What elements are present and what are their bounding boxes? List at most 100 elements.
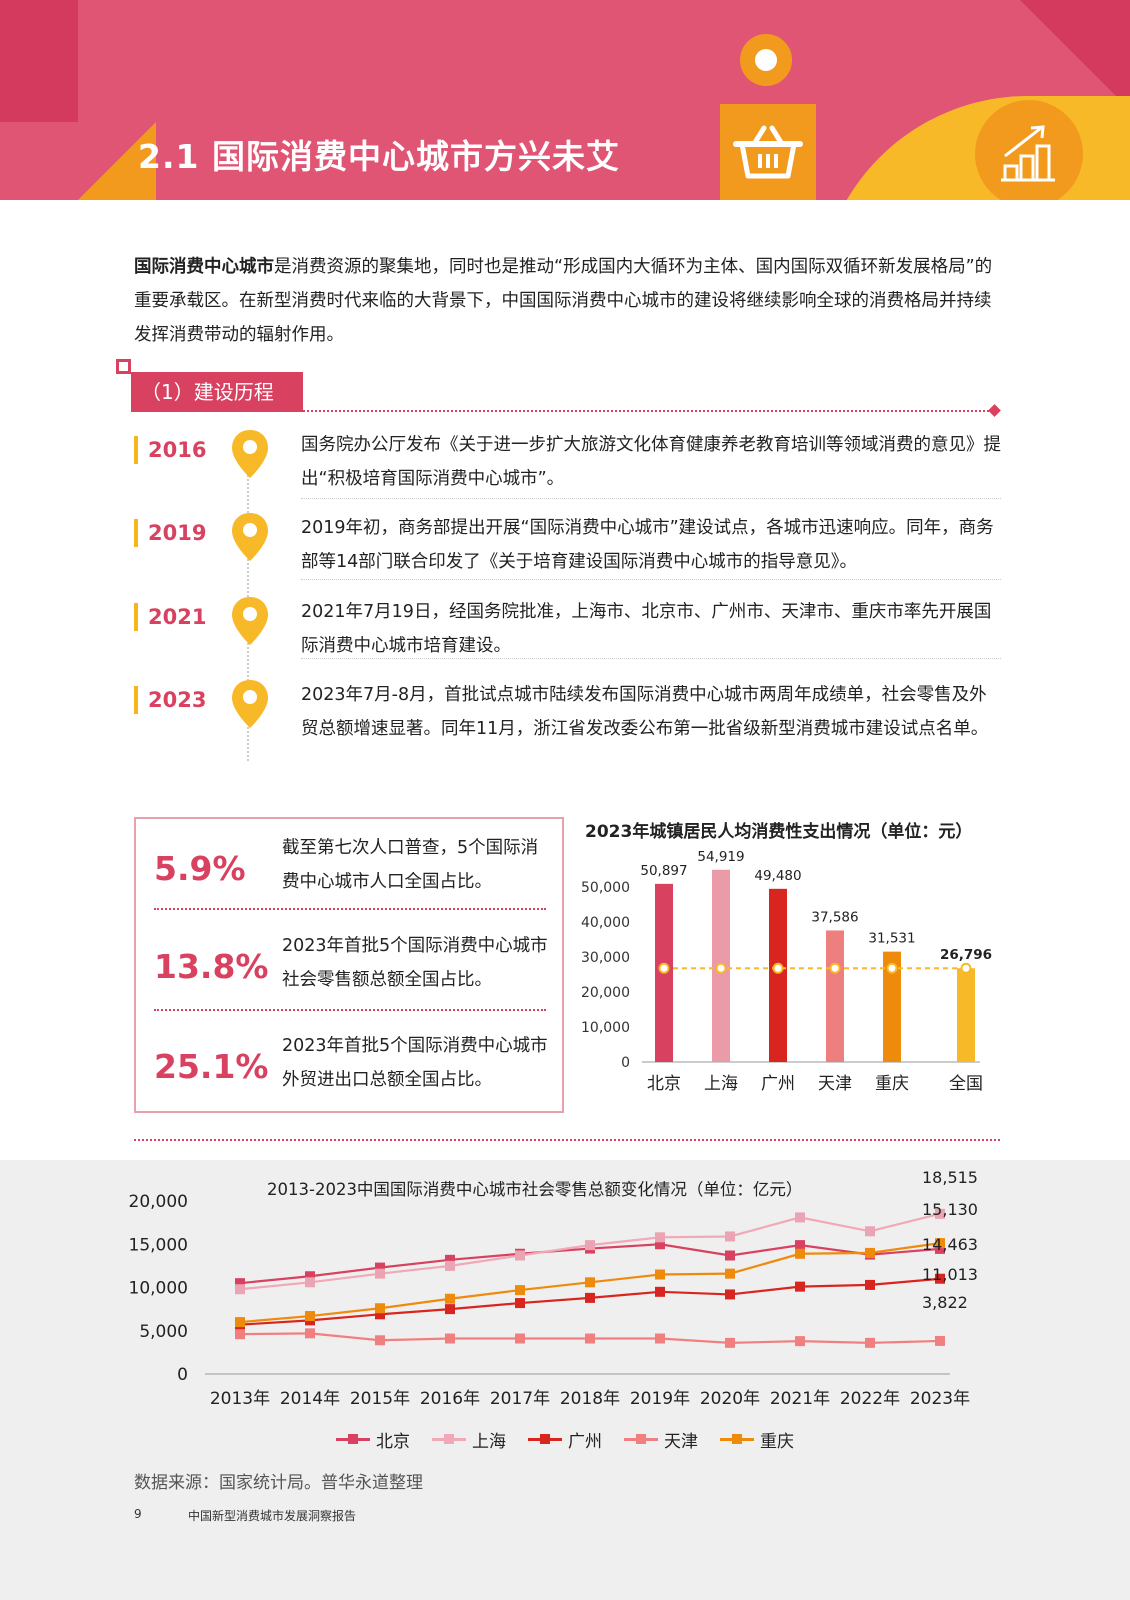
x-tick-label: 2021年 (770, 1389, 830, 1409)
series-marker (235, 1329, 245, 1340)
y-tick-label: 10,000 (129, 1279, 188, 1299)
stat-item: 25.1% 2023年首批5个国际消费中心城市外贸进出口总额全国占比。 (136, 1017, 562, 1115)
location-pin-icon (232, 597, 268, 645)
x-tick-label: 2023年 (910, 1389, 970, 1409)
series-marker (375, 1309, 385, 1320)
x-tick-label: 2018年 (560, 1389, 620, 1409)
series-marker (655, 1286, 665, 1297)
line-chart: 0 5,000 10,000 15,000 20,000 2013年 2014年 2015年 2… (129, 1168, 978, 1409)
location-pin-icon (232, 430, 268, 478)
stat-separator (154, 1009, 546, 1011)
series-marker (445, 1333, 455, 1344)
legend-item: 北京 (336, 1427, 410, 1452)
legend-item: 重庆 (720, 1427, 794, 1452)
timeline-text: 2023年7月-8月，首批试点城市陆续发布国际消费中心城市两周年成绩单，社会零售… (301, 685, 989, 739)
series-marker (935, 1238, 945, 1249)
y-tick-label: 0 (177, 1365, 188, 1385)
y-tick-label: 30,000 (581, 950, 630, 966)
x-tick-label: 上海 (704, 1074, 738, 1094)
header-banner: 2.1 国际消费中心城市方兴未艾 (0, 0, 1130, 200)
reference-point (715, 962, 727, 974)
x-tick-label: 2013年 (210, 1389, 270, 1409)
legend-item: 广州 (528, 1427, 602, 1452)
series-marker (515, 1250, 525, 1261)
series-marker (585, 1333, 595, 1344)
timeline-year: 2023 (134, 686, 206, 714)
timeline-separator (301, 579, 1001, 580)
timeline-year: 2016 (134, 436, 206, 464)
growth-chart-icon (975, 100, 1083, 200)
end-value-label: 11,013 (922, 1265, 978, 1284)
reference-point (658, 962, 670, 974)
series-marker (725, 1337, 735, 1348)
series-marker (935, 1273, 945, 1284)
y-tick-label: 0 (621, 1055, 630, 1071)
series-marker (515, 1285, 525, 1296)
series-marker (865, 1279, 875, 1290)
series-marker (725, 1268, 735, 1279)
legend-label: 重庆 (760, 1432, 794, 1452)
x-tick-label: 天津 (818, 1074, 852, 1094)
series-marker (795, 1212, 805, 1223)
section-heading: （1）建设历程 (131, 372, 303, 412)
line-chart-legend: 北京 上海 广州 天津 重庆 (336, 1427, 794, 1452)
x-tick-label: 北京 (647, 1074, 681, 1094)
series-marker (795, 1281, 805, 1292)
series-marker (585, 1277, 595, 1288)
intro-text: 是消费资源的聚集地，同时也是推动“形成国内大循环为主体、国内国际双循环新发展格局… (134, 257, 993, 345)
x-tick-label: 重庆 (875, 1074, 909, 1094)
series-marker (235, 1278, 245, 1289)
end-value-label: 3,822 (922, 1293, 968, 1312)
bar-value-label: 54,919 (697, 849, 744, 865)
legend-label: 天津 (664, 1432, 698, 1452)
timeline-separator (301, 658, 1001, 659)
series-marker (865, 1337, 875, 1348)
header-decor-triangle (78, 122, 156, 200)
x-tick-label: 2016年 (420, 1389, 480, 1409)
series-marker (305, 1311, 315, 1322)
series-marker (655, 1232, 665, 1243)
series-marker (725, 1250, 735, 1261)
x-tick-label: 全国 (949, 1074, 983, 1094)
timeline-text: 2019年初，商务部提出开展“国际消费中心城市”建设试点，各城市迅速响应。同年，… (301, 518, 994, 572)
series-marker (445, 1254, 455, 1265)
x-tick-label: 2017年 (490, 1389, 550, 1409)
series-marker (375, 1303, 385, 1314)
x-tick-label: 2022年 (840, 1389, 900, 1409)
series-marker (655, 1333, 665, 1344)
timeline-text: 国务院办公厅发布《关于进一步扩大旅游文化体育健康养老教育培训等领域消费的意见》提… (301, 435, 1001, 489)
x-tick-label: 2015年 (350, 1389, 410, 1409)
legend-swatch (432, 1434, 466, 1444)
intro-keyword: 国际消费中心城市 (134, 257, 274, 277)
series-marker (235, 1317, 245, 1328)
series-marker (515, 1298, 525, 1309)
series-marker (795, 1336, 805, 1347)
stat-description: 2023年首批5个国际消费中心城市社会零售额总额全国占比。 (282, 936, 548, 990)
end-value-label: 18,515 (922, 1168, 978, 1187)
timeline-separator (301, 498, 1001, 499)
section-marker (116, 359, 131, 374)
series-marker (935, 1208, 945, 1219)
legend-label: 上海 (472, 1432, 506, 1452)
section-divider (303, 410, 993, 412)
y-tick-label: 40,000 (581, 915, 630, 931)
legend-swatch (720, 1434, 754, 1444)
timeline-year: 2021 (134, 603, 206, 631)
stat-item: 5.9% 截至第七次人口普查，5个国际消费中心城市人口全国占比。 (136, 819, 562, 917)
series-marker (935, 1335, 945, 1346)
page-title: 2.1 国际消费中心城市方兴未艾 (138, 137, 620, 176)
reference-point (829, 962, 841, 974)
bar-value-label: 26,796 (940, 947, 992, 963)
mid-divider (134, 1139, 1000, 1141)
end-value-label: 15,130 (922, 1200, 978, 1219)
stats-box: 5.9% 截至第七次人口普查，5个国际消费中心城市人口全国占比。 13.8% 2… (134, 817, 564, 1113)
header-decor-corner (1020, 0, 1130, 110)
bar-value-label: 37,586 (811, 909, 858, 925)
series-marker (375, 1268, 385, 1279)
reference-point (886, 962, 898, 974)
bar (769, 888, 787, 1062)
bar (957, 968, 975, 1062)
location-pin-icon (232, 513, 268, 561)
stat-separator (154, 908, 546, 910)
header-decor-arc (818, 96, 1130, 200)
